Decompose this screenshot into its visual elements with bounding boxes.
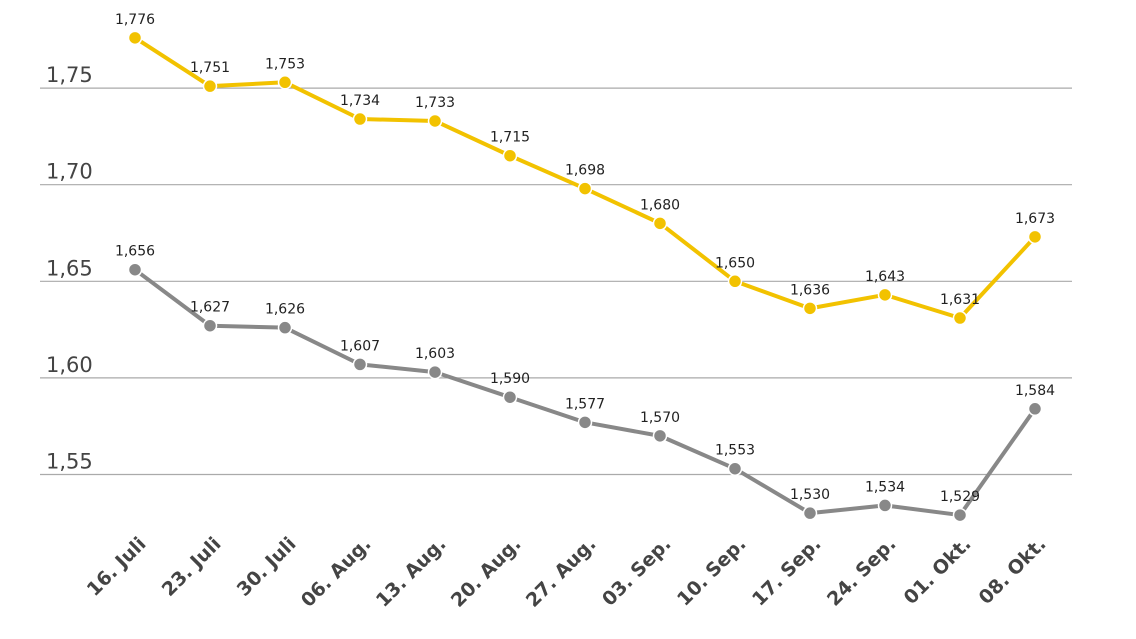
series-2-point xyxy=(202,318,218,333)
x-tick-label: 13. Aug. xyxy=(372,533,451,612)
series-1-point xyxy=(952,310,968,326)
series-2-point xyxy=(577,415,593,430)
series-1-data-label: 1,715 xyxy=(490,130,530,146)
series-1-point xyxy=(352,111,368,127)
series-1-data-label: 1,751 xyxy=(190,60,230,76)
series-1-point xyxy=(1027,229,1043,245)
series-2-data-label: 1,627 xyxy=(190,300,230,316)
series-2-point xyxy=(427,364,443,380)
series-2-data-label: 1,570 xyxy=(640,410,680,426)
series-2-point xyxy=(802,505,818,521)
series-1-data-label: 1,631 xyxy=(940,292,980,308)
series-2-point xyxy=(352,357,368,372)
x-tick-label: 06. Aug. xyxy=(297,533,376,612)
series-2-point xyxy=(277,320,293,335)
y-tick-label: 1,75 xyxy=(46,63,93,87)
series-points xyxy=(127,30,1043,523)
series-1-point xyxy=(202,78,218,94)
y-tick-label: 1,55 xyxy=(46,450,93,474)
series-1-data-label: 1,776 xyxy=(115,12,155,28)
x-tick-label: 01. Okt. xyxy=(900,533,976,609)
series-2-data-label: 1,553 xyxy=(715,443,755,459)
gridlines xyxy=(40,87,1072,476)
series-2-data-label: 1,529 xyxy=(940,489,980,505)
series-2-data-label: 1,590 xyxy=(490,371,530,387)
y-tick-label: 1,70 xyxy=(46,160,93,184)
series-1-data-label: 1,673 xyxy=(1015,211,1055,227)
y-tick-label: 1,65 xyxy=(46,256,93,280)
series-1-data-label: 1,733 xyxy=(415,95,455,111)
series-1-data-label: 1,636 xyxy=(790,282,830,298)
series-1-point xyxy=(877,287,893,303)
x-tick-label: 03. Sep. xyxy=(598,533,676,611)
x-tick-label: 30. Juli xyxy=(233,533,301,601)
series-2-point xyxy=(952,507,968,523)
series-1-point xyxy=(127,30,143,46)
series-1-point xyxy=(802,301,818,316)
series-2-point xyxy=(502,389,518,405)
series-1-point xyxy=(277,75,293,90)
data-labels: 1,776 1,751 1,753 1,734 1,733 1,715 1,698 1,680… xyxy=(115,12,1055,505)
x-tick-label: 27. Aug. xyxy=(522,533,601,612)
series-2-point xyxy=(1027,401,1043,417)
series-1-point xyxy=(652,216,668,231)
series-2-data-label: 1,534 xyxy=(865,479,905,495)
series-2-data-label: 1,607 xyxy=(340,338,380,354)
series-2-point xyxy=(652,428,668,444)
x-tick-label: 17. Sep. xyxy=(748,533,826,611)
x-tick-label: 10. Sep. xyxy=(673,533,751,611)
series-2-data-label: 1,584 xyxy=(1015,383,1055,399)
series-2-data-label: 1,530 xyxy=(790,487,830,503)
series-2-point xyxy=(877,498,893,513)
y-tick-label: 1,60 xyxy=(46,353,93,377)
series-2-data-label: 1,656 xyxy=(115,244,155,260)
series-2-data-label: 1,603 xyxy=(415,346,455,362)
series-2-point xyxy=(727,461,743,476)
series-2-data-label: 1,626 xyxy=(265,302,305,318)
x-tick-label: 24. Sep. xyxy=(823,533,901,611)
y-axis-tick-labels: 1,55 1,60 1,65 1,70 1,75 xyxy=(46,63,93,473)
series-1-point xyxy=(727,274,743,289)
series-1-point xyxy=(577,181,593,196)
series-1-point xyxy=(502,148,518,163)
series-1-data-label: 1,680 xyxy=(640,197,680,213)
series-1-data-label: 1,650 xyxy=(715,255,755,271)
series-1-point xyxy=(427,113,443,129)
series-2-data-label: 1,577 xyxy=(565,396,605,412)
series-2-point xyxy=(127,262,143,277)
x-tick-label: 20. Aug. xyxy=(447,533,526,612)
x-tick-label: 23. Juli xyxy=(158,533,226,601)
x-tick-label: 08. Okt. xyxy=(975,533,1051,609)
series-1-data-label: 1,734 xyxy=(340,93,380,109)
series-1-data-label: 1,753 xyxy=(265,56,305,72)
series-1-data-label: 1,643 xyxy=(865,269,905,285)
x-tick-label: 16. Juli xyxy=(83,533,151,601)
series-1-data-label: 1,698 xyxy=(565,163,605,179)
